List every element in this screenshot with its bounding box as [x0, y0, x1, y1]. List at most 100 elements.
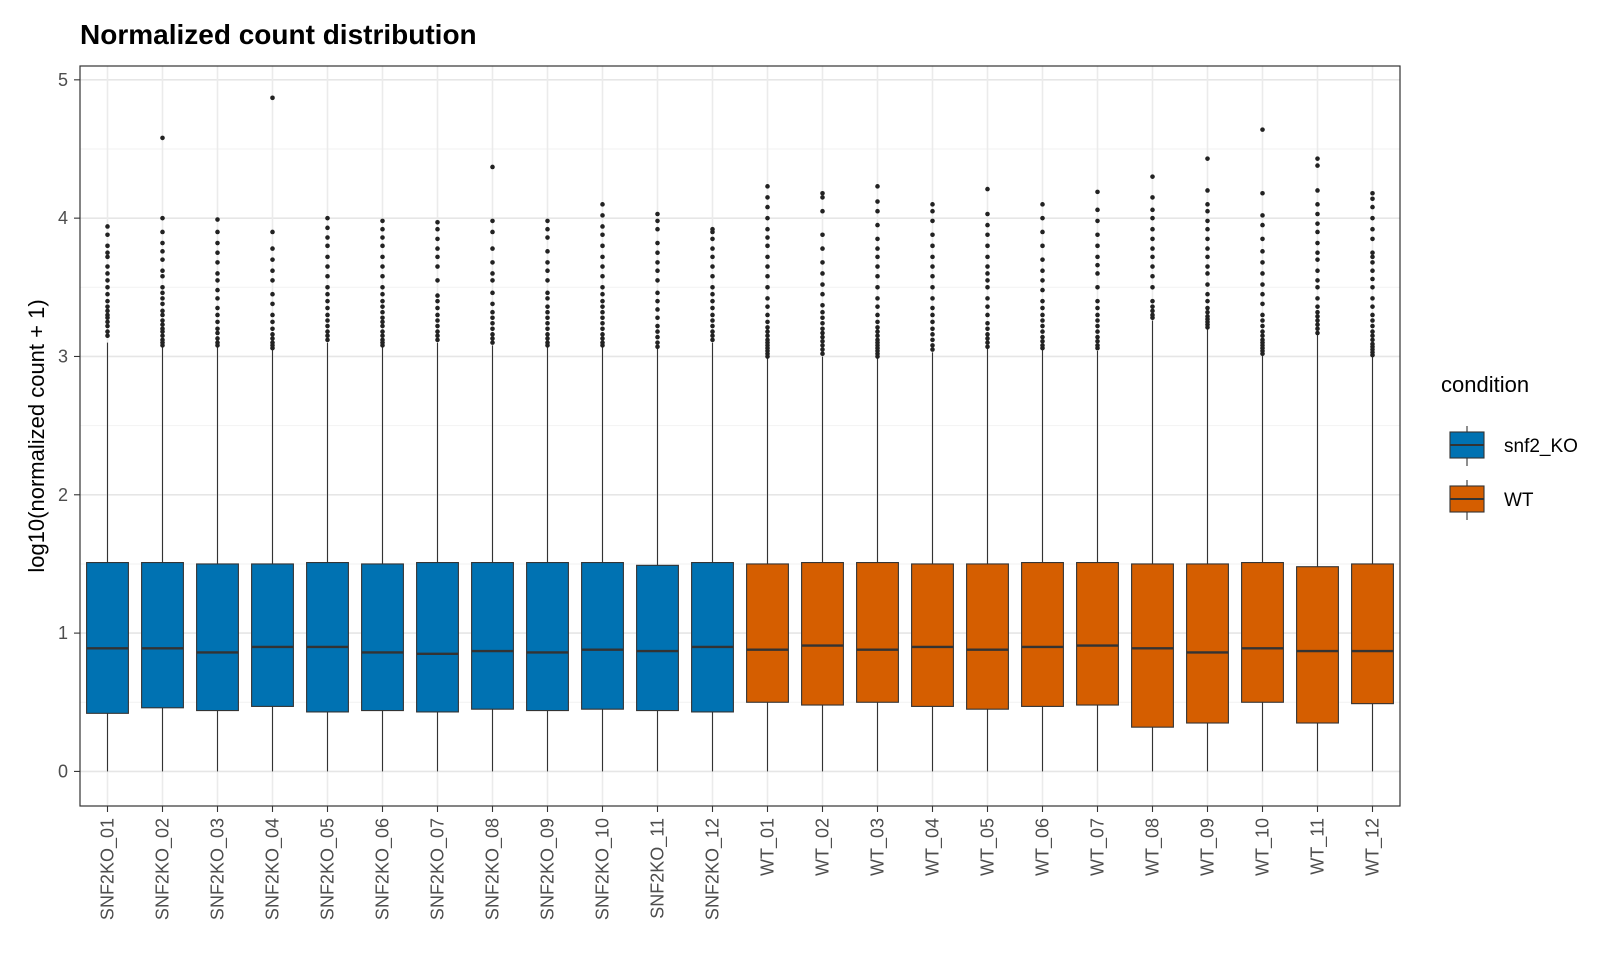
- outlier-point: [325, 333, 330, 339]
- outlier-point: [1260, 190, 1265, 196]
- outlier-point: [325, 318, 330, 323]
- legend-label: snf2_KO: [1504, 436, 1578, 457]
- outlier-point: [380, 273, 385, 279]
- outlier-point: [160, 337, 165, 343]
- outlier-point: [545, 326, 550, 332]
- outlier-point: [1095, 243, 1100, 249]
- outlier-point: [930, 218, 935, 224]
- outlier-point: [160, 296, 165, 301]
- outlier-point: [1260, 249, 1265, 254]
- x-tick-label: WT_04: [923, 818, 944, 876]
- outlier-point: [215, 271, 220, 276]
- x-tick-label: SNF2KO_07: [428, 818, 449, 920]
- outlier-point: [820, 351, 825, 357]
- outlier-point: [325, 254, 330, 260]
- box-SNF2KO_04: [251, 95, 294, 772]
- outlier-point: [270, 95, 275, 101]
- outlier-point: [1370, 296, 1375, 301]
- outlier-point: [655, 329, 660, 334]
- outlier-point: [490, 271, 495, 276]
- outlier-point: [600, 224, 605, 229]
- outlier-point: [1095, 343, 1100, 348]
- outlier-point: [325, 337, 330, 343]
- outlier-point: [600, 326, 605, 332]
- outlier-point: [600, 202, 605, 207]
- outlier-point: [1150, 298, 1155, 304]
- outlier-point: [1370, 304, 1375, 309]
- outlier-point: [600, 336, 605, 341]
- outlier-point: [160, 312, 165, 318]
- outlier-point: [1150, 226, 1155, 232]
- outlier-point: [600, 340, 605, 345]
- outlier-point: [655, 260, 660, 265]
- outlier-point: [1260, 222, 1265, 228]
- outlier-point: [490, 326, 495, 332]
- outlier-point: [655, 315, 660, 321]
- outlier-point: [545, 290, 550, 296]
- outlier-point: [930, 243, 935, 249]
- box-body: [1186, 563, 1229, 724]
- outlier-point: [490, 315, 495, 321]
- y-tick-label: 2: [58, 485, 68, 505]
- outlier-point: [160, 308, 165, 314]
- outlier-point: [655, 290, 660, 296]
- outlier-point: [765, 304, 770, 309]
- outlier-point: [325, 225, 330, 231]
- outlier-point: [600, 254, 605, 260]
- box-body: [856, 562, 899, 703]
- outlier-point: [875, 312, 880, 318]
- outlier-point: [820, 260, 825, 265]
- outlier-point: [1040, 323, 1045, 329]
- outlier-point: [160, 290, 165, 296]
- box-body: [361, 563, 404, 712]
- outlier-point: [930, 254, 935, 260]
- outlier-point: [105, 319, 110, 325]
- outlier-point: [160, 215, 165, 221]
- outlier-point: [600, 285, 605, 290]
- outlier-point: [875, 208, 880, 214]
- outlier-point: [765, 329, 770, 334]
- outlier-point: [160, 301, 165, 307]
- outlier-point: [380, 309, 385, 315]
- outlier-point: [765, 264, 770, 269]
- outlier-point: [1205, 314, 1210, 319]
- outlier-point: [985, 285, 990, 290]
- outlier-point: [435, 219, 440, 225]
- outlier-point: [1370, 254, 1375, 260]
- outlier-point: [1315, 221, 1320, 226]
- outlier-point: [215, 340, 220, 345]
- outlier-point: [600, 309, 605, 315]
- outlier-point: [765, 195, 770, 200]
- outlier-point: [820, 334, 825, 340]
- outlier-point: [655, 334, 660, 340]
- outlier-point: [710, 337, 715, 343]
- box-WT_10: [1241, 127, 1284, 772]
- outlier-point: [380, 298, 385, 304]
- outlier-point: [490, 246, 495, 251]
- outlier-point: [1040, 334, 1045, 340]
- outlier-point: [985, 344, 990, 350]
- box-WT_12: [1351, 190, 1394, 772]
- outlier-point: [270, 336, 275, 341]
- outlier-point: [545, 304, 550, 309]
- outlier-point: [600, 264, 605, 269]
- outlier-point: [1095, 298, 1100, 304]
- box-SNF2KO_05: [306, 215, 349, 772]
- box-body: [251, 563, 294, 707]
- outlier-point: [1315, 240, 1320, 246]
- outlier-point: [270, 278, 275, 283]
- outlier-point: [1150, 264, 1155, 269]
- x-tick-label: SNF2KO_01: [98, 818, 119, 920]
- outlier-point: [930, 326, 935, 332]
- plot-panel-border: [79, 65, 1401, 807]
- outlier-point: [1040, 343, 1045, 348]
- outlier-point: [1095, 271, 1100, 276]
- x-tick-label: SNF2KO_08: [483, 818, 504, 920]
- outlier-point: [545, 268, 550, 274]
- outlier-point: [105, 329, 110, 334]
- outlier-point: [435, 264, 440, 269]
- outlier-point: [545, 249, 550, 254]
- outlier-point: [1315, 163, 1320, 168]
- outlier-point: [105, 333, 110, 339]
- outlier-point: [655, 344, 660, 350]
